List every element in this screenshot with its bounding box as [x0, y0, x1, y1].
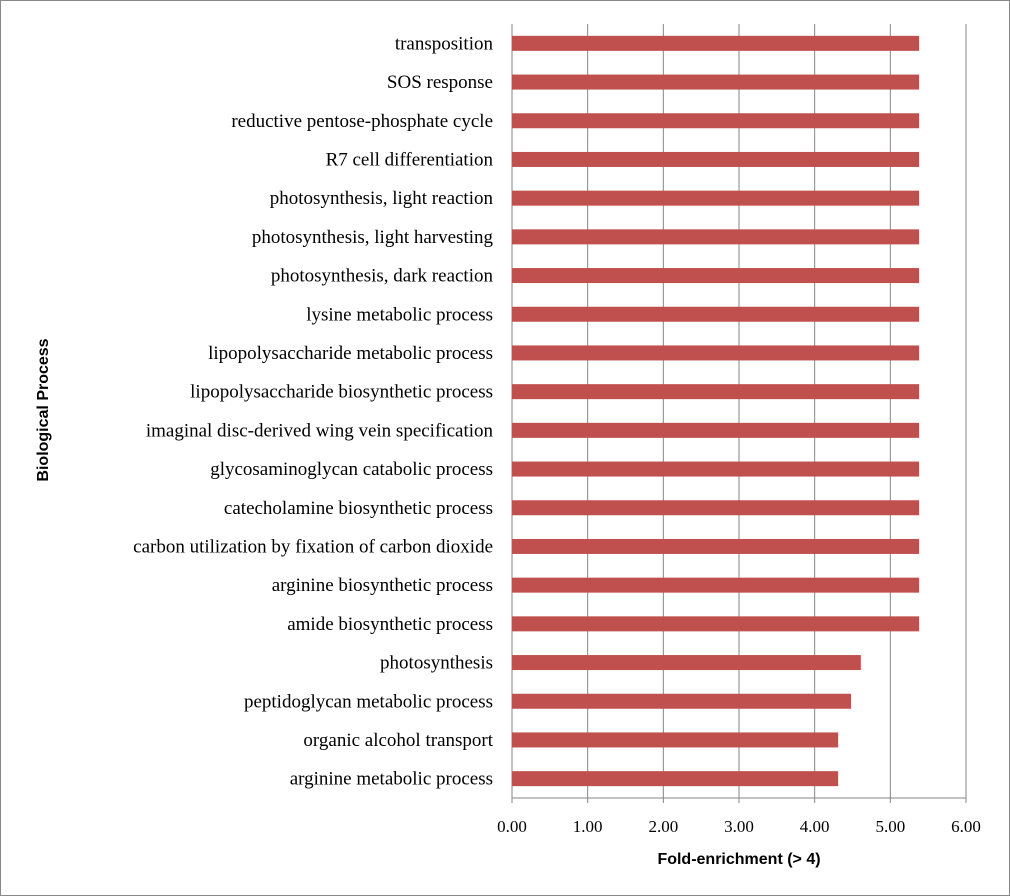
category-label: catecholamine biosynthetic process [224, 498, 493, 519]
x-tick-label: 5.00 [875, 817, 905, 836]
category-label: peptidoglycan metabolic process [244, 691, 493, 712]
category-label: lipopolysaccharide biosynthetic process [190, 382, 493, 403]
x-tick-label: 3.00 [724, 817, 754, 836]
bar [512, 74, 920, 90]
y-axis-title: Biological Process [35, 338, 52, 481]
bar [512, 655, 861, 671]
bar [512, 771, 839, 787]
gridlines [511, 24, 967, 803]
x-tick-label: 4.00 [800, 817, 830, 836]
x-tick-label: 0.00 [497, 817, 527, 836]
bar [512, 500, 920, 516]
bar [512, 384, 920, 400]
category-label: arginine metabolic process [290, 769, 493, 790]
bar [512, 461, 920, 477]
bar [512, 616, 920, 632]
bar [512, 113, 920, 129]
category-label: imaginal disc-derived wing vein specific… [146, 420, 494, 441]
bar [512, 35, 920, 51]
category-label: transposition [395, 33, 494, 54]
category-label: carbon utilization by fixation of carbon… [133, 536, 493, 557]
category-label: photosynthesis, light harvesting [252, 227, 494, 248]
bar [512, 422, 920, 438]
category-label: reductive pentose-phosphate cycle [231, 111, 493, 132]
category-labels: transposition SOS response reductive pento… [133, 33, 494, 789]
category-label: photosynthesis, dark reaction [271, 266, 494, 287]
bar [512, 577, 920, 593]
category-label: organic alcohol transport [303, 730, 493, 751]
category-label: lipopolysaccharide metabolic process [208, 343, 493, 364]
bar [512, 229, 920, 245]
bar [512, 693, 851, 709]
category-label: photosynthesis [380, 653, 493, 674]
x-axis-title: Fold-enrichment (> 4) [657, 851, 820, 868]
x-tick-label: 2.00 [648, 817, 678, 836]
category-label: glycosaminoglycan catabolic process [210, 459, 493, 480]
category-label: amide biosynthetic process [287, 614, 493, 635]
bar [512, 306, 920, 322]
x-tick-labels: 0.00 1.00 2.00 3.00 4.00 5.00 6.00 [497, 817, 981, 836]
bars [512, 35, 920, 787]
category-label: SOS response [387, 72, 493, 93]
category-label: lysine metabolic process [306, 304, 493, 325]
category-label: R7 cell differentiation [326, 149, 494, 170]
bar [512, 190, 920, 206]
x-tick-label: 1.00 [573, 817, 603, 836]
bar [512, 151, 920, 167]
bar [512, 538, 920, 554]
bar [512, 268, 920, 284]
bar [512, 345, 920, 361]
category-label: photosynthesis, light reaction [270, 188, 494, 209]
x-tick-label: 6.00 [951, 817, 981, 836]
bar [512, 732, 839, 748]
category-label: arginine biosynthetic process [272, 575, 493, 596]
